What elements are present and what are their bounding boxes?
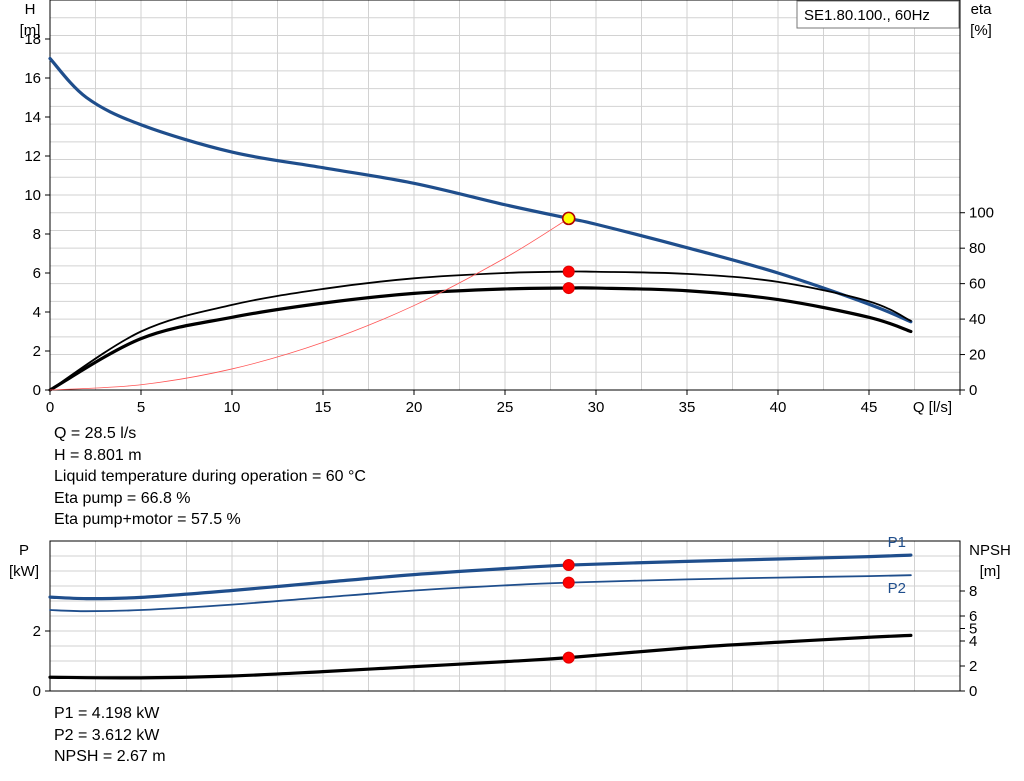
- readout-p2: P2 = 3.612 kW: [54, 726, 160, 744]
- chart2-y-right-tick-label: 6: [969, 608, 977, 625]
- chart2-y-right-label-symbol: NPSH: [969, 542, 1011, 559]
- readout-npsh: NPSH = 2.67 m: [54, 748, 166, 765]
- readout-top: Q = 28.5 l/s H = 8.801 m Liquid temperat…: [54, 423, 366, 531]
- chart1-operating-point-3: [562, 282, 575, 295]
- chart1-y-right-tick-label: 40: [969, 311, 986, 328]
- readout-bottom: P1 = 4.198 kW P2 = 3.612 kW NPSH = 2.67 …: [54, 703, 166, 768]
- readout-liquid-temperature: Liquid temperature during operation = 60…: [54, 468, 366, 485]
- chart1-y-left-tick-label: 12: [24, 148, 41, 165]
- chart2-y-right-tick-label: 0: [969, 683, 977, 700]
- readout-p1: P1 = 4.198 kW: [54, 705, 160, 722]
- chart1-y-left-tick-label: 10: [24, 187, 41, 204]
- chart1-y-left-tick-label: 4: [33, 304, 41, 321]
- chart2-operating-point-2: [562, 576, 575, 589]
- chart1-y-right-tick-label: 0: [969, 382, 977, 399]
- chart2-series-line-3: [48, 633, 913, 680]
- chart1-x-tick-label: 40: [770, 399, 787, 416]
- chart1-y-left-label-unit: [m]: [20, 22, 41, 39]
- readout-eta-pump: Eta pump = 66.8 %: [54, 489, 191, 507]
- chart1-x-tick-label: 45: [861, 399, 878, 416]
- chart1-y-left-tick-label: 18: [24, 31, 41, 48]
- readout-eta-pump-motor: Eta pump+motor = 57.5 %: [54, 511, 241, 528]
- chart1-y-left-tick-label: 14: [24, 109, 41, 126]
- chart2-series-label-p1: P1: [888, 534, 906, 551]
- chart1-x-tick-label: 15: [315, 399, 332, 416]
- chart1-x-tick-label: 20: [406, 399, 423, 416]
- chart1-y-right-tick-label: 20: [969, 347, 986, 364]
- chart1-operating-point-1: [561, 211, 576, 226]
- chart2-operating-point-1: [562, 559, 575, 572]
- chart2-y-right-tick-label: 4: [969, 633, 977, 650]
- chart1-y-left-tick-label: 6: [33, 265, 41, 282]
- chart1-x-axis-label: Q [l/s]: [913, 399, 952, 416]
- chart2-y-right-tick-label: 5: [969, 621, 977, 638]
- chart1-x-tick-label: 25: [497, 399, 514, 416]
- chart1-y-left-tick-label: 8: [33, 226, 41, 243]
- chart1-y-left-tick-label: 0: [33, 382, 41, 399]
- chart1-y-left-tick-label: 2: [33, 343, 41, 360]
- chart1-series-line-2: [49, 270, 912, 391]
- chart2-series-label-p2: P2: [888, 580, 906, 597]
- chart1-x-tick-label: 5: [137, 399, 145, 416]
- readout-flow: Q = 28.5 l/s: [54, 425, 137, 442]
- chart1-x-tick-label: 30: [588, 399, 605, 416]
- chart2-series-line-1: [48, 553, 913, 601]
- chart1-y-right-tick-label: 100: [969, 205, 994, 222]
- chart1-series-line-1: [48, 56, 913, 324]
- chart1-series-line-3: [48, 286, 913, 392]
- chart1-y-right-label-unit: [%]: [970, 22, 992, 39]
- chart1-x-tick-label: 10: [224, 399, 241, 416]
- chart1-y-right-tick-label: 80: [969, 240, 986, 257]
- chart1-x-tick-label: 0: [46, 399, 54, 416]
- chart1-x-tick-label: 35: [679, 399, 696, 416]
- chart1-y-right-label-symbol: eta: [971, 1, 993, 18]
- chart1-y-right-tick-label: 60: [969, 276, 986, 293]
- chart2-y-left-tick-label: 0: [33, 683, 41, 700]
- chart2-y-left-label-unit: [kW]: [9, 563, 39, 580]
- chart2-series-line-2: [49, 574, 912, 613]
- chart1-series-line-4: [49, 217, 570, 391]
- chart1-y-left-label-symbol: H: [25, 1, 36, 18]
- chart1-title-box: [796, 0, 960, 29]
- chart1-chart-title: SE1.80.100., 60Hz: [804, 7, 930, 24]
- chart1-y-left-tick-label: 16: [24, 70, 41, 87]
- chart2-y-left-label-symbol: P: [19, 542, 29, 559]
- chart2-y-right-label-unit: [m]: [980, 563, 1001, 580]
- chart2-y-left-tick-label: 2: [33, 623, 41, 640]
- chart1-operating-point-2: [562, 265, 575, 278]
- chart2-y-right-tick-label: 2: [969, 658, 977, 675]
- readout-head: H = 8.801 m: [54, 446, 142, 464]
- chart2-y-right-tick-label: 8: [969, 583, 977, 600]
- chart2-operating-point-3: [562, 651, 575, 664]
